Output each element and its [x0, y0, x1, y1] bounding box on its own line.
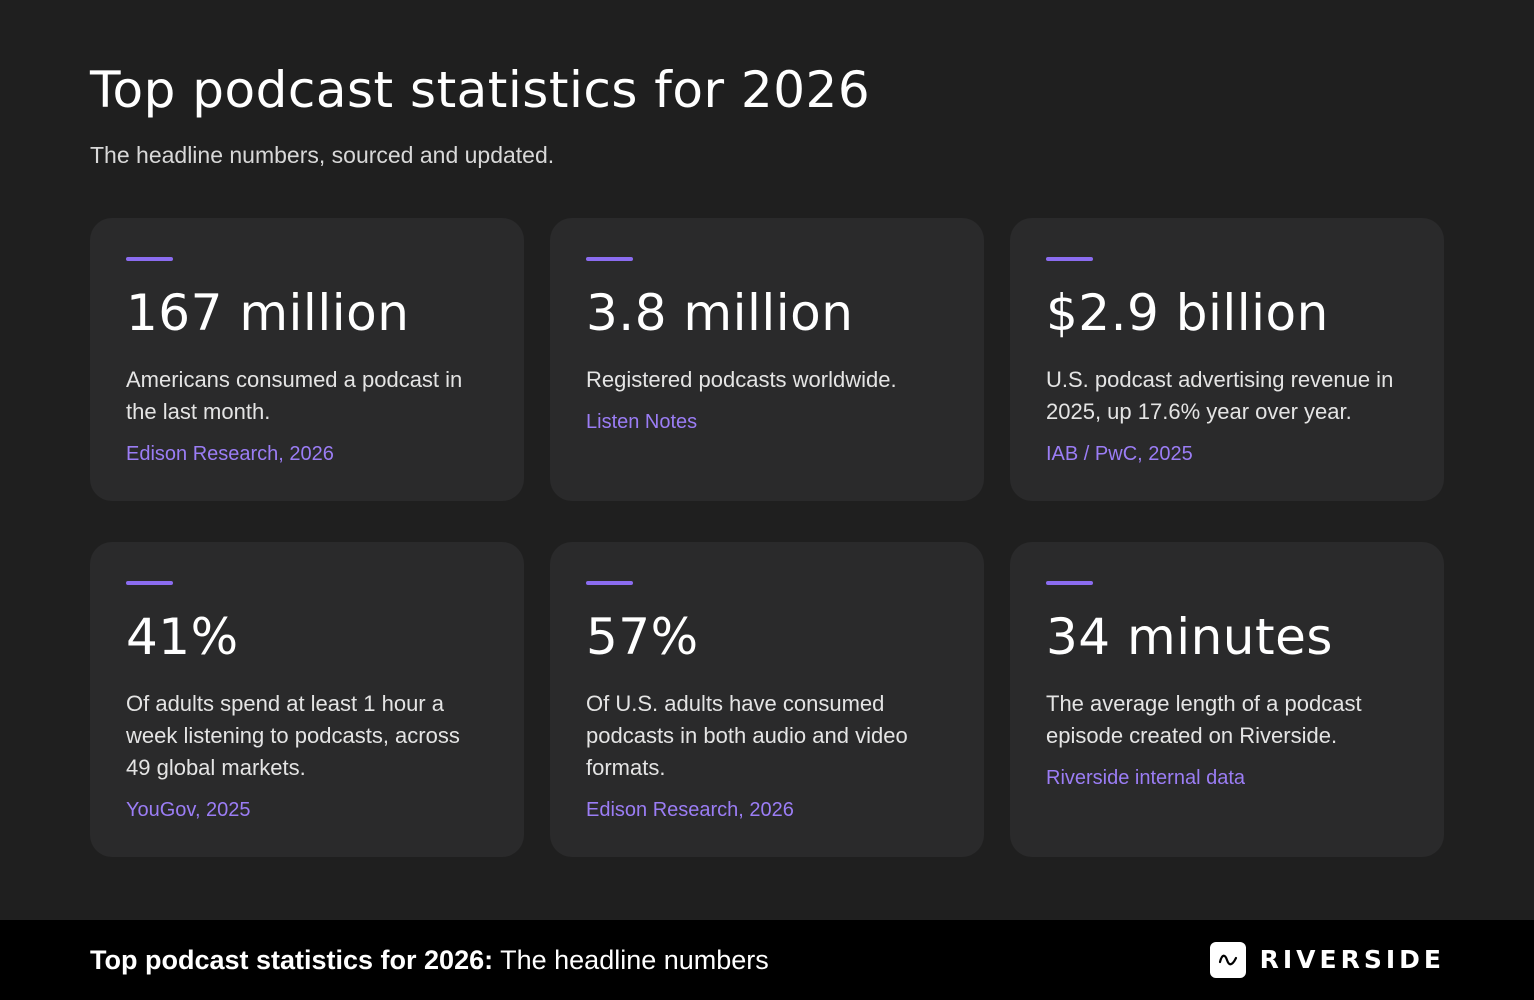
footer-caption: Top podcast statistics for 2026: The hea…	[90, 942, 769, 978]
stat-source: Edison Research, 2026	[586, 799, 794, 821]
stat-card-audio-video-formats: 57% Of U.S. adults have consumed podcast…	[550, 542, 984, 857]
stat-source: Riverside internal data	[1046, 767, 1245, 789]
stat-description: Registered podcasts worldwide.	[586, 367, 897, 392]
accent-bar	[586, 257, 633, 261]
stat-card-registered-podcasts: 3.8 million Registered podcasts worldwid…	[550, 218, 984, 501]
stat-card-episode-length: 34 minutes The average length of a podca…	[1010, 542, 1444, 857]
accent-bar	[1046, 581, 1093, 585]
stat-card-weekly-listening: 41% Of adults spend at least 1 hour a we…	[90, 542, 524, 857]
stat-description: The average length of a podcast episode …	[1046, 691, 1362, 748]
stat-value: 57%	[586, 608, 699, 666]
stat-source: Edison Research, 2026	[126, 443, 334, 465]
footer-bar: Top podcast statistics for 2026: The hea…	[0, 920, 1534, 1000]
stat-value: 3.8 million	[586, 284, 854, 342]
stat-source: YouGov, 2025	[126, 799, 251, 821]
accent-bar	[126, 257, 173, 261]
brand-name: RIVERSIDE	[1259, 945, 1445, 974]
stat-source: Listen Notes	[586, 411, 698, 433]
footer-caption-text: The headline numbers	[493, 945, 769, 975]
stat-value: 167 million	[126, 284, 410, 342]
stat-description: Of U.S. adults have consumed podcasts in…	[586, 691, 908, 780]
stats-grid: 167 million Americans consumed a podcast…	[90, 218, 1444, 857]
stat-source: IAB / PwC, 2025	[1046, 443, 1193, 465]
accent-bar	[586, 581, 633, 585]
accent-bar	[1046, 257, 1093, 261]
stat-value: 34 minutes	[1046, 608, 1333, 666]
page-title: Top podcast statistics for 2026	[90, 61, 871, 119]
accent-bar	[126, 581, 173, 585]
stat-description: Of adults spend at least 1 hour a week l…	[126, 691, 460, 780]
stat-description: U.S. podcast advertising revenue in 2025…	[1046, 367, 1394, 424]
brand-logo: RIVERSIDE	[1209, 942, 1445, 978]
stat-value: 41%	[126, 608, 239, 666]
stat-description: Americans consumed a podcast in the last…	[126, 367, 463, 424]
stat-value: $2.9 billion	[1046, 284, 1329, 342]
page-subtitle: The headline numbers, sourced and update…	[90, 142, 555, 168]
header: Top podcast statistics for 2026 The head…	[90, 58, 870, 170]
stat-card-americans-consumed: 167 million Americans consumed a podcast…	[90, 218, 524, 501]
footer-caption-bold: Top podcast statistics for 2026:	[90, 945, 494, 975]
stat-card-ad-revenue: $2.9 billion U.S. podcast advertising re…	[1010, 218, 1444, 501]
riverside-wave-logo-icon	[1209, 942, 1246, 978]
